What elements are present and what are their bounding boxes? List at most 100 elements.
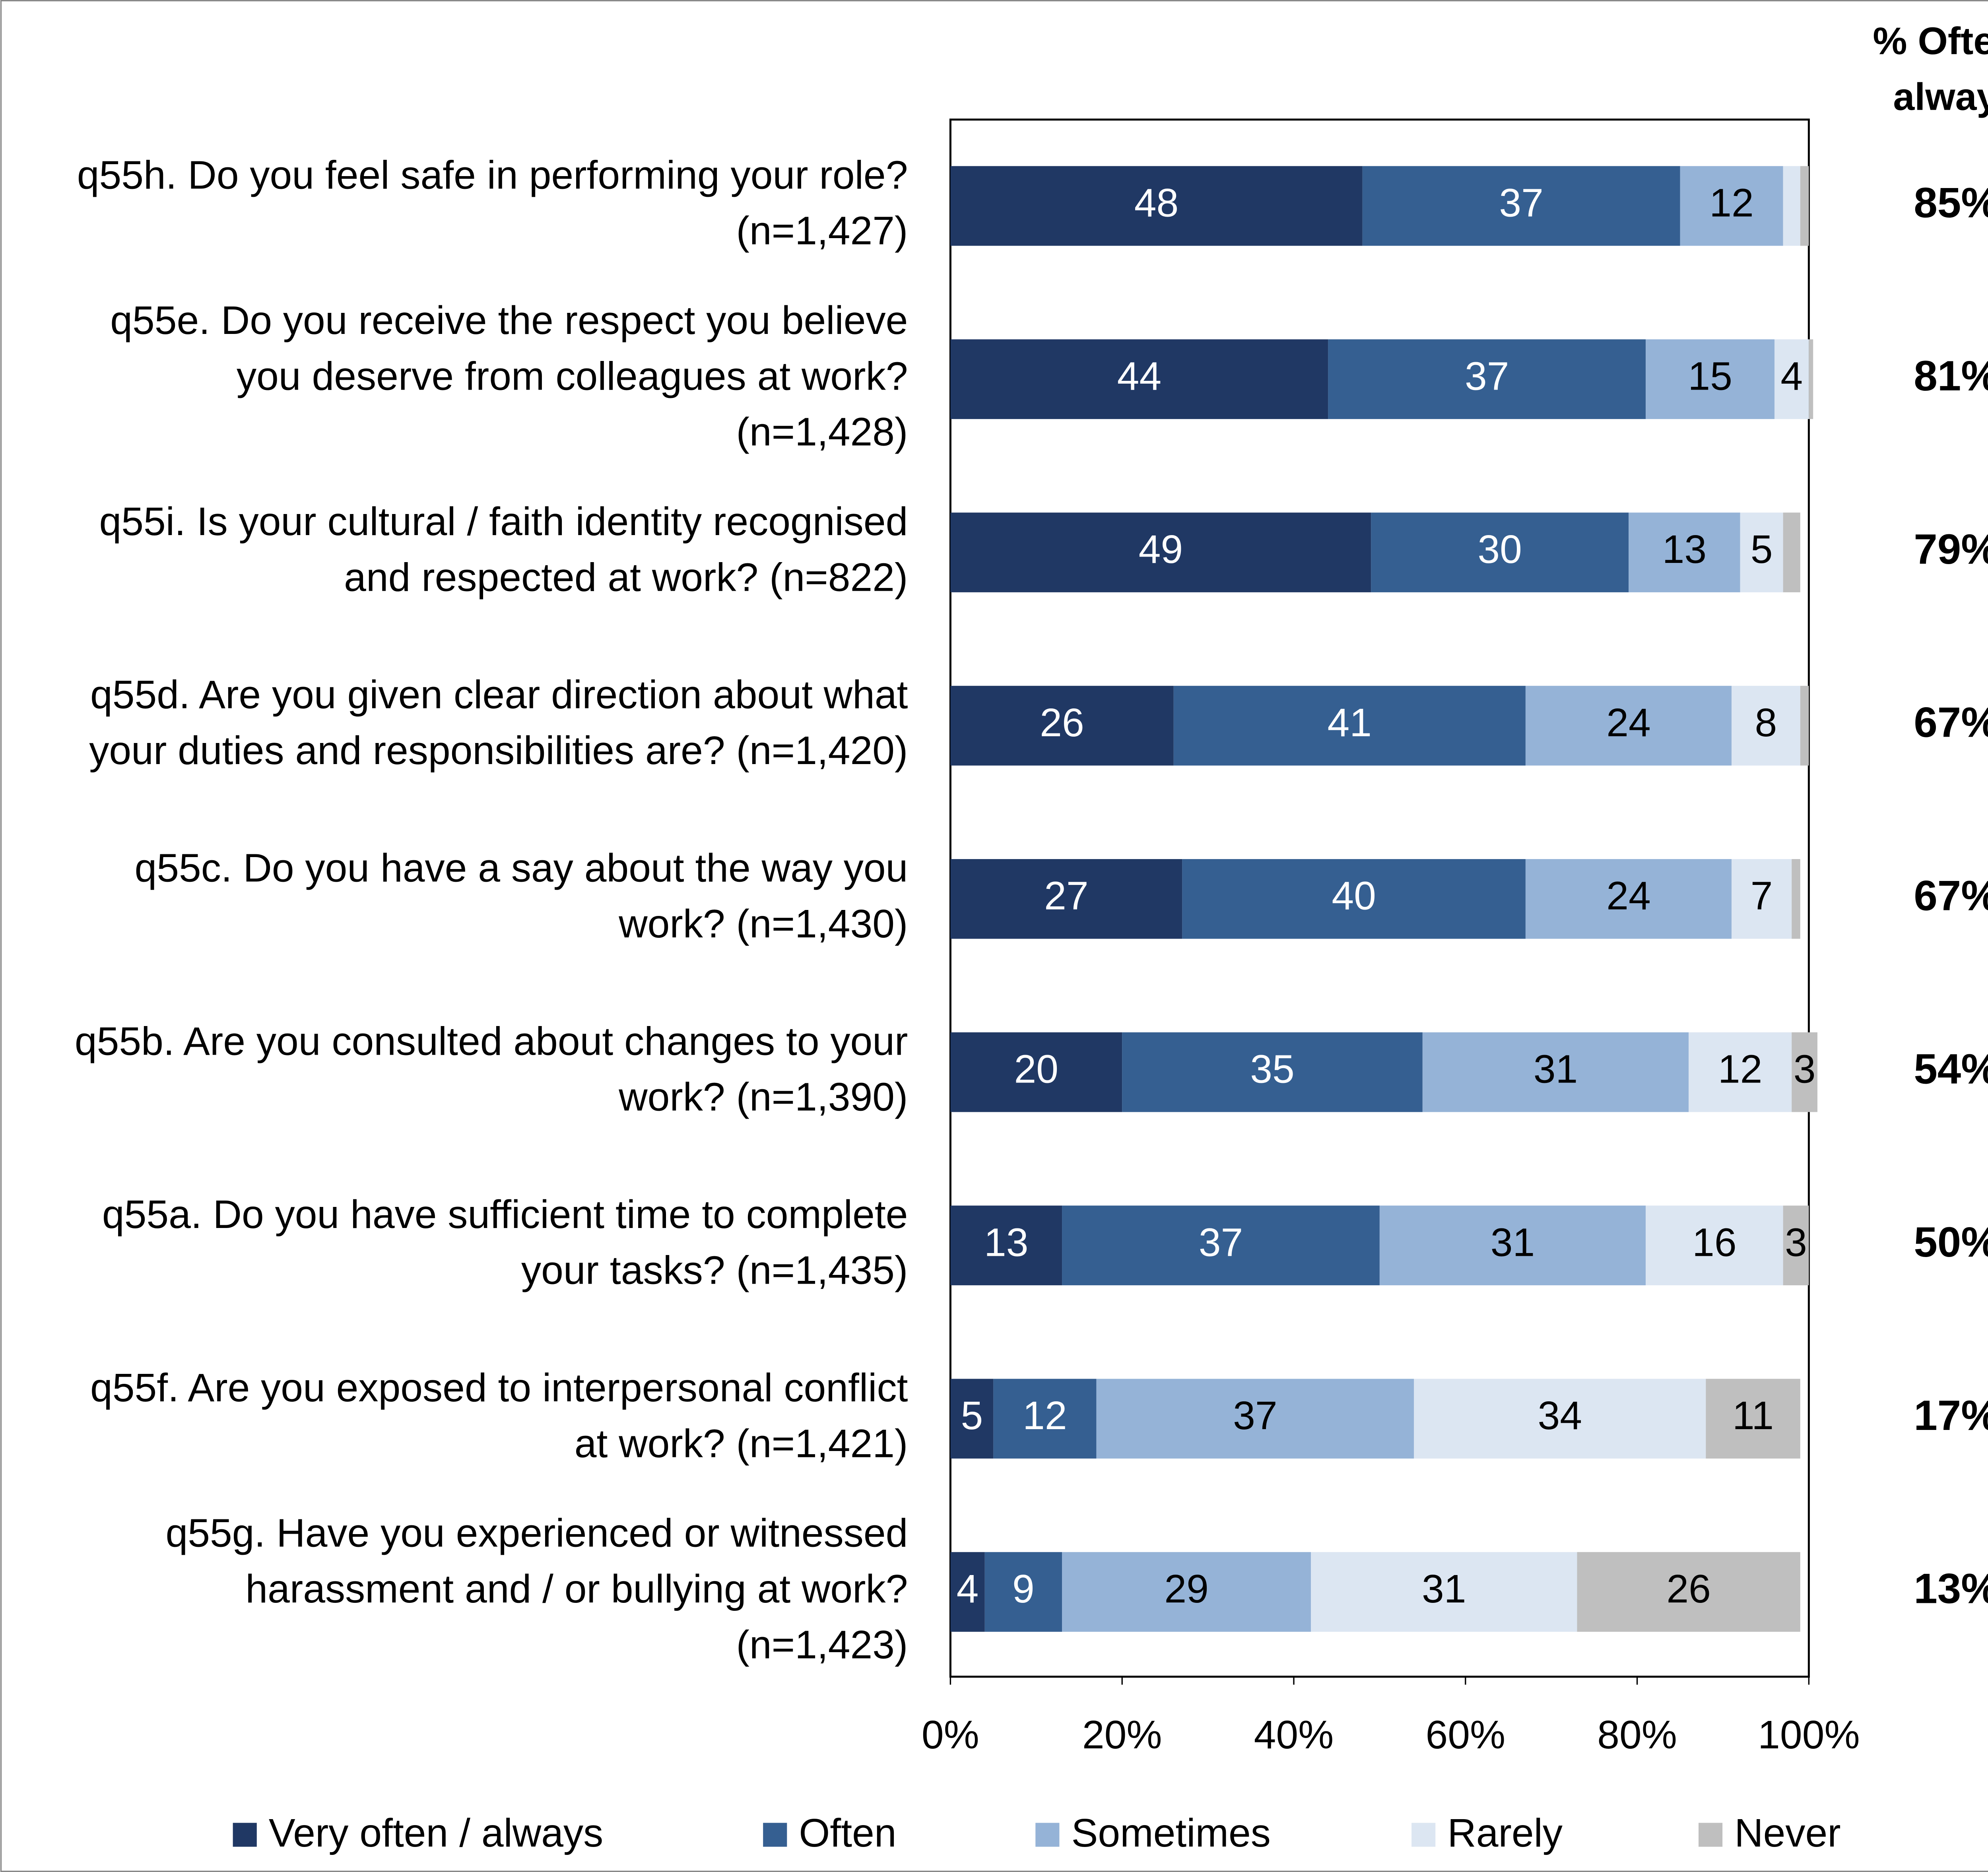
bar-segment: [993, 1379, 1097, 1459]
category-label: q55d. Are you given clear direction abou…: [90, 673, 908, 717]
bar-segment: [1774, 339, 1809, 419]
data-label: 29: [1164, 1567, 1209, 1611]
data-label: 4: [957, 1567, 979, 1611]
legend-swatch: [233, 1823, 257, 1847]
summary-title: always: [1893, 75, 1988, 118]
data-label: 24: [1606, 874, 1651, 918]
summary-label: 81%: [1914, 352, 1988, 400]
bar-segment: [950, 1205, 1062, 1286]
data-label: 37: [1233, 1393, 1277, 1438]
category-label: (n=1,428): [736, 410, 908, 454]
x-tick-label: 100%: [1758, 1713, 1860, 1757]
data-label: 44: [1117, 354, 1162, 398]
data-label: 40: [1332, 874, 1376, 918]
summary-label: 50%: [1914, 1218, 1988, 1266]
data-label: 11: [1732, 1393, 1774, 1438]
category-label: q55f. Are you exposed to interpersonal c…: [90, 1366, 908, 1410]
data-label: 31: [1534, 1047, 1578, 1092]
legend-swatch: [1411, 1823, 1436, 1847]
data-label: 41: [1328, 700, 1372, 745]
data-label: 20: [1014, 1047, 1059, 1092]
bar-segment: [950, 1379, 994, 1459]
legend-label: Often: [799, 1811, 896, 1855]
bar-segment: [1362, 166, 1680, 246]
bar-segment: [1422, 1032, 1689, 1112]
data-label: 3: [1794, 1047, 1816, 1092]
data-label: 13: [984, 1220, 1029, 1265]
bar-segment: [1122, 1032, 1423, 1112]
data-label: 5: [1751, 527, 1773, 572]
bar-segment: [1096, 1379, 1414, 1459]
data-label: 37: [1499, 181, 1543, 225]
data-label: 49: [1139, 527, 1183, 572]
data-label: 37: [1465, 354, 1509, 398]
data-label: 26: [1040, 700, 1084, 745]
data-label: 3: [1785, 1220, 1807, 1265]
bar-segment: [1680, 166, 1783, 246]
bar-segment: [950, 166, 1363, 246]
x-tick-label: 60%: [1425, 1713, 1505, 1757]
summary-title: % Often /: [1873, 19, 1988, 62]
bar-segment: [1577, 1552, 1800, 1632]
category-label: q55e. Do you receive the respect you bel…: [110, 298, 908, 343]
bar-segment: [1646, 339, 1775, 419]
legend-label: Sometimes: [1072, 1811, 1271, 1855]
data-label: 16: [1692, 1220, 1737, 1265]
category-label: work? (n=1,390): [618, 1075, 908, 1119]
bar-segment: [1328, 339, 1646, 419]
category-label: you deserve from colleagues at work?: [237, 354, 908, 398]
category-label: your duties and responsibilities are? (n…: [89, 728, 908, 773]
bar-segment: [1800, 166, 1809, 246]
bar-segment: [1800, 686, 1809, 766]
data-label: 30: [1477, 527, 1522, 572]
bar-segment: [1311, 1552, 1577, 1632]
bar-segment: [984, 1552, 1062, 1632]
x-tick-label: 80%: [1597, 1713, 1677, 1757]
summary-label: 54%: [1914, 1045, 1988, 1092]
category-label: q55g. Have you experienced or witnessed: [166, 1511, 908, 1556]
data-label: 4: [1780, 354, 1803, 398]
summary-label: 79%: [1914, 525, 1988, 573]
bar-segment: [1783, 1205, 1809, 1286]
summary-label: 67%: [1914, 698, 1988, 746]
category-label: q55a. Do you have sufficient time to com…: [102, 1192, 908, 1237]
category-label: q55i. Is your cultural / faith identity …: [99, 499, 908, 544]
bar-segment: [1525, 859, 1732, 939]
bar-segment: [950, 1552, 985, 1632]
bar-segment: [950, 686, 1174, 766]
category-label: (n=1,423): [736, 1622, 908, 1667]
category-label: and respected at work? (n=822): [344, 555, 908, 599]
bar-segment: [1809, 339, 1813, 419]
bar-segment: [1646, 1205, 1783, 1286]
summary-label: 67%: [1914, 872, 1988, 920]
category-label: q55b. Are you consulted about changes to…: [75, 1019, 908, 1063]
category-label: (n=1,427): [736, 209, 908, 253]
bar-segment: [950, 859, 1182, 939]
category-label: q55c. Do you have a say about the way yo…: [134, 846, 908, 890]
bar-segment: [1525, 686, 1732, 766]
bar-segment: [1792, 1032, 1817, 1112]
data-label: 8: [1755, 700, 1777, 745]
data-label: 27: [1044, 874, 1089, 918]
category-label: work? (n=1,430): [618, 902, 908, 946]
data-label: 31: [1491, 1220, 1535, 1265]
x-tick-label: 0%: [922, 1713, 979, 1757]
bar-segment: [1792, 859, 1800, 939]
bar-segment: [1062, 1552, 1311, 1632]
data-label: 13: [1662, 527, 1707, 572]
bar-segment: [1414, 1379, 1706, 1459]
bar-segment: [1371, 512, 1629, 592]
data-label: 48: [1134, 181, 1179, 225]
bar-segment: [1379, 1205, 1646, 1286]
bar-segment: [1783, 166, 1800, 246]
data-label: 12: [1709, 181, 1754, 225]
bar-segment: [1740, 512, 1783, 592]
summary-label: 85%: [1914, 178, 1988, 226]
x-tick-label: 40%: [1254, 1713, 1334, 1757]
legend-label: Very often / always: [269, 1811, 603, 1855]
summary-label: 17%: [1914, 1391, 1988, 1439]
data-label: 12: [1023, 1393, 1067, 1438]
data-label: 7: [1751, 874, 1773, 918]
bar-segment: [1628, 512, 1740, 592]
